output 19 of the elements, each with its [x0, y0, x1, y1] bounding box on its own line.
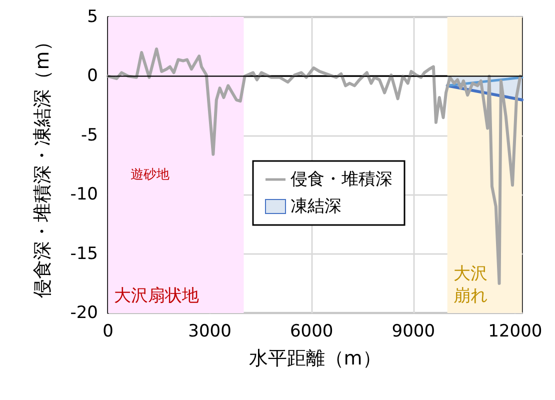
y-tick-label: -20 — [70, 303, 98, 323]
y-tick-label: 5 — [87, 7, 98, 27]
y-axis-title: 侵食深・堆積深・凍結深（m） — [32, 32, 54, 298]
x-tick-label: 9000 — [392, 322, 436, 342]
legend-label: 侵食・堆積深 — [290, 170, 392, 190]
annotation: 遊砂地 — [130, 168, 170, 182]
x-tick-label: 6000 — [290, 322, 334, 342]
y-tick-label: -5 — [81, 125, 98, 146]
x-axis-title: 水平距離（m） — [248, 348, 382, 370]
x-tick-label: 0 — [102, 322, 114, 342]
y-tick-label: -10 — [70, 184, 98, 205]
y-tick-label: -15 — [70, 244, 98, 264]
band-label: 大沢扇状地 — [114, 286, 199, 306]
x-tick-label: 12000 — [488, 322, 542, 342]
y-tick-label: 0 — [87, 66, 98, 86]
band-label: 大沢崩れ — [453, 264, 488, 306]
x-tick-label: 3000 — [188, 322, 232, 342]
line-series — [106, 47, 522, 285]
legend-label: 凍結深 — [290, 196, 342, 216]
